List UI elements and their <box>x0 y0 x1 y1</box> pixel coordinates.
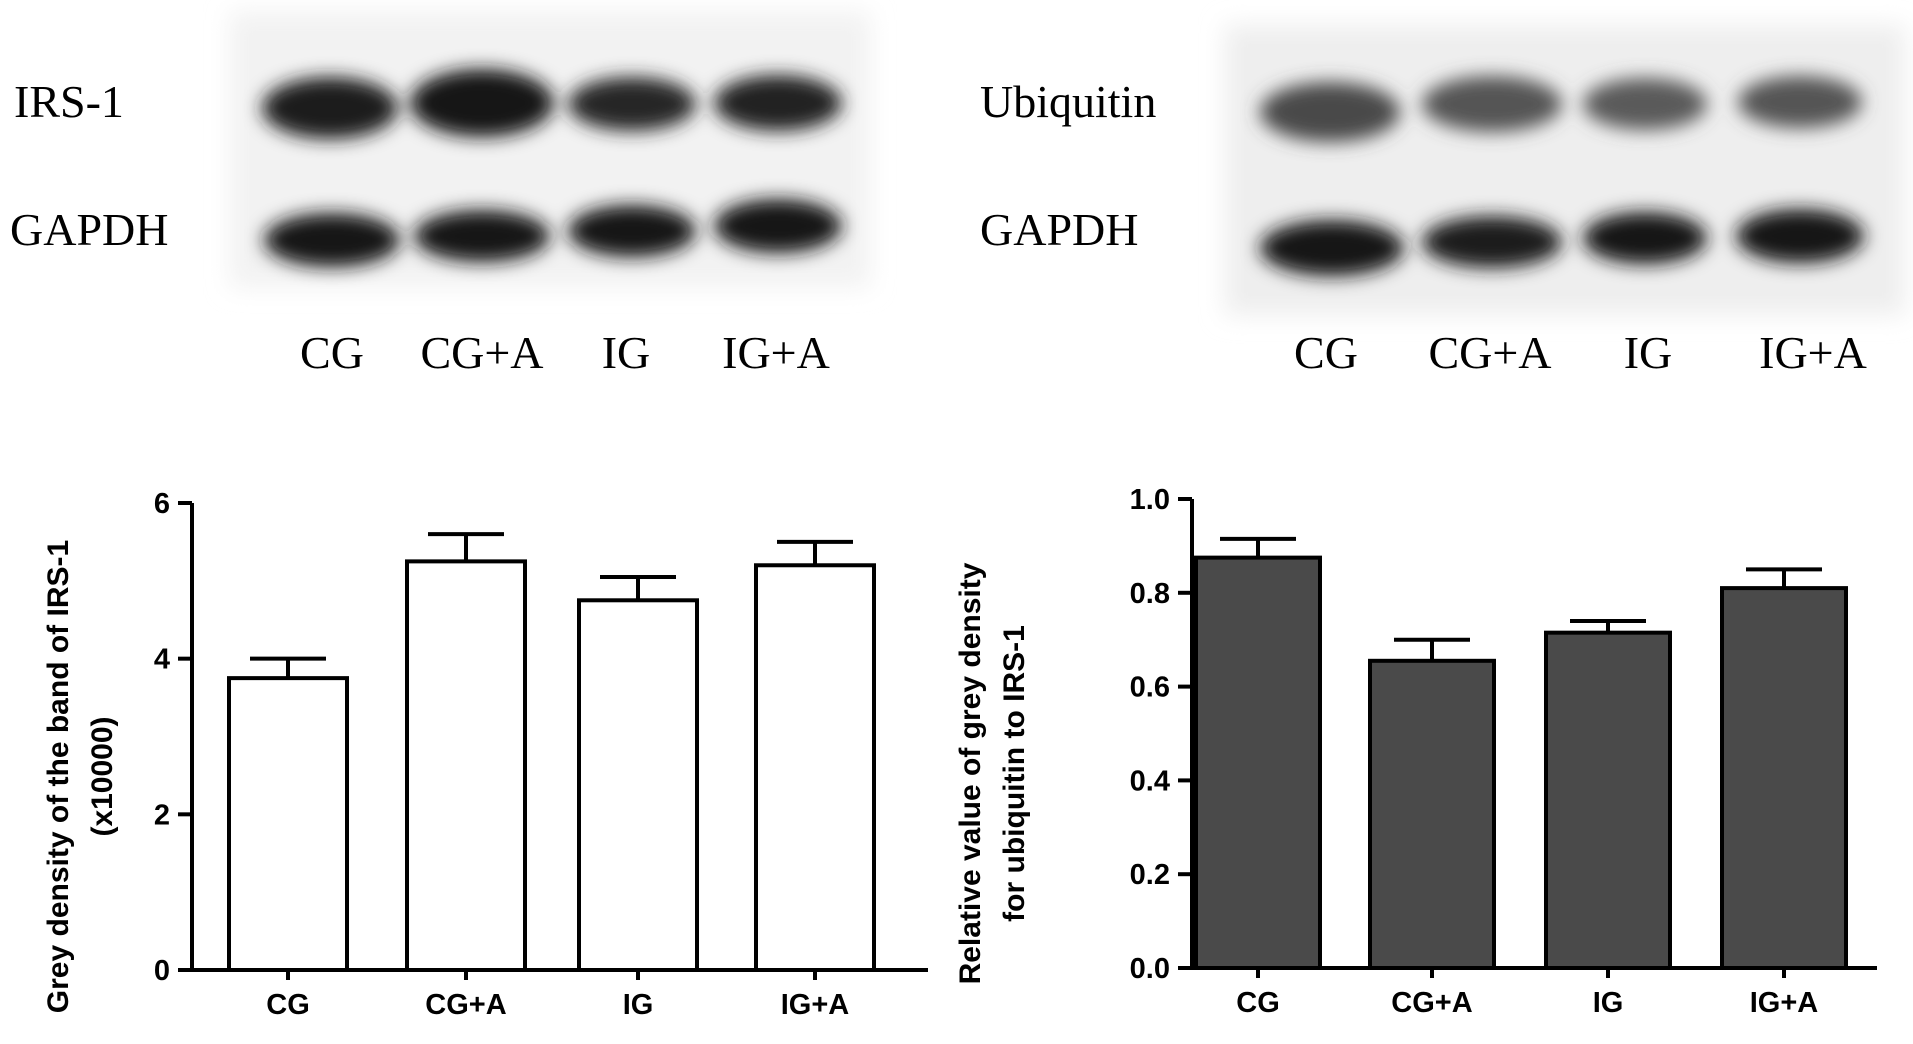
blot-right-lane-label: CG <box>1294 327 1358 378</box>
y-tick-label: 6 <box>154 488 170 520</box>
y-tick-label: 0.4 <box>1130 765 1170 797</box>
y-tick-label: 4 <box>154 644 170 676</box>
blot-band <box>568 77 696 131</box>
bar <box>405 559 527 972</box>
y-tick-label: 0.2 <box>1130 859 1170 891</box>
blot-band <box>1260 220 1404 276</box>
bar <box>1720 586 1848 970</box>
x-tick-label: CG+A <box>425 989 506 1021</box>
blot-left-bands <box>262 69 842 267</box>
western-blot-left: IRS-1 GAPDH CG CG+A IG IG+A <box>10 12 870 378</box>
bar-chart-irs1-density: 0 2 4 6 CG CG+A IG IG+A Grey density of the band… <box>42 488 928 1021</box>
blot-band <box>414 210 550 262</box>
y-tick-label: 2 <box>154 799 170 831</box>
y-axis-title: Relative value of grey density <box>954 562 987 984</box>
blot-band <box>1260 82 1400 142</box>
x-tick-label: IG <box>623 989 654 1021</box>
blot-right-lane-label: IG <box>1624 327 1673 378</box>
blot-band <box>714 199 842 253</box>
y-tick-label: 1.0 <box>1130 484 1170 516</box>
y-tick-label: 0 <box>154 955 170 987</box>
blot-left-row-label-1: IRS-1 <box>14 76 124 127</box>
western-blot-right: Ubiquitin GAPDH CG CG+A IG IG+A <box>980 25 1905 378</box>
blot-band <box>1738 76 1862 128</box>
y-axis-title: (x10000) <box>86 716 119 836</box>
x-tick-label: CG <box>266 989 310 1021</box>
blot-band <box>1422 76 1562 132</box>
blot-right-lane-label: IG+A <box>1759 327 1867 378</box>
blot-band <box>262 77 398 139</box>
blot-band <box>714 75 842 131</box>
x-tick-label: IG+A <box>781 989 850 1021</box>
bar <box>1368 658 1496 970</box>
x-tick-label: CG <box>1236 987 1280 1019</box>
bar <box>754 563 876 972</box>
blot-band <box>1736 209 1864 263</box>
y-axis-title: for ubiquitin to IRS-1 <box>998 625 1031 922</box>
blot-right-lane-label: CG+A <box>1428 327 1551 378</box>
blot-band <box>1583 78 1707 130</box>
blot-left-lane-label: IG <box>602 327 651 378</box>
bar-chart-ubiquitin-ratio: 0.0 0.2 0.4 0.6 0.8 1.0 CG CG+A IG IG+A Relative v… <box>954 484 1877 1019</box>
x-tick-label: IG <box>1593 987 1624 1019</box>
blot-band <box>1583 212 1707 264</box>
blot-left-row-label-2: GAPDH <box>10 204 168 255</box>
bar <box>227 676 349 972</box>
x-tick-label: IG+A <box>1750 987 1819 1019</box>
blot-band <box>1422 216 1562 268</box>
bar <box>577 598 699 973</box>
blot-right-row-label-2: GAPDH <box>980 204 1138 255</box>
blot-left-lane-label: IG+A <box>722 327 830 378</box>
bar <box>1194 555 1322 970</box>
y-tick-label: 0.6 <box>1130 672 1170 704</box>
blot-band <box>410 69 554 137</box>
x-tick-label: CG+A <box>1391 987 1472 1019</box>
blot-left-lane-label: CG <box>300 327 364 378</box>
blot-band <box>568 205 696 257</box>
y-tick-label: 0.0 <box>1130 953 1170 985</box>
y-tick-label: 0.8 <box>1130 578 1170 610</box>
blot-band <box>264 213 400 267</box>
blot-right-bands <box>1260 76 1864 276</box>
bar <box>1544 630 1672 970</box>
y-axis-title: Grey density of the band of IRS-1 <box>42 540 75 1013</box>
blot-left-lane-label: CG+A <box>420 327 543 378</box>
blot-right-row-label-1: Ubiquitin <box>980 76 1156 127</box>
